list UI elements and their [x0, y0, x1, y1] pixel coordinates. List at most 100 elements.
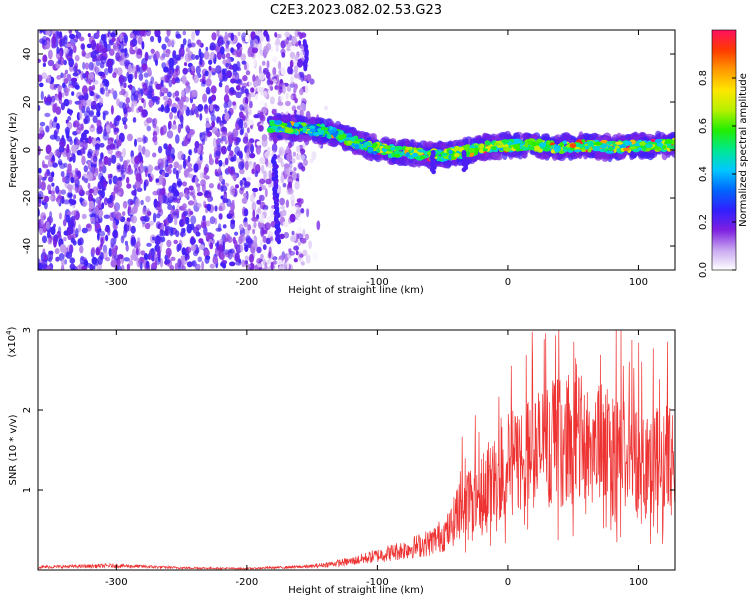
- noise-dot: [72, 65, 78, 73]
- signal-halo: [389, 138, 397, 145]
- noise-dot: [140, 250, 146, 256]
- noise-dot: [316, 220, 321, 231]
- signal-dot: [496, 144, 504, 148]
- noise-dot: [181, 74, 187, 85]
- noise-dot: [174, 217, 178, 226]
- noise-dot: [103, 214, 110, 219]
- noise-dot: [56, 75, 62, 80]
- noise-dot: [223, 101, 228, 109]
- noise-dot: [74, 30, 79, 34]
- noise-dot: [240, 53, 247, 62]
- noise-dot: [115, 52, 121, 62]
- noise-dot: [224, 112, 230, 121]
- noise-dot: [117, 176, 123, 181]
- noise-dot: [58, 226, 62, 236]
- signal-halo: [479, 154, 486, 161]
- noise-dot: [214, 105, 220, 112]
- noise-dot: [189, 149, 193, 156]
- noise-dot: [209, 42, 216, 51]
- signal-dot: [344, 140, 348, 145]
- noise-dot: [155, 221, 162, 230]
- noise-dot: [88, 135, 92, 145]
- noise-dot: [89, 213, 95, 218]
- noise-dot: [60, 102, 65, 111]
- noise-dot: [247, 47, 252, 58]
- noise-dot: [148, 99, 154, 108]
- noise-dot: [66, 143, 70, 154]
- noise-dot: [166, 30, 171, 37]
- noise-dot: [111, 37, 116, 42]
- noise-dot: [138, 144, 142, 154]
- noise-dot: [97, 255, 103, 265]
- noise-dot: [270, 236, 273, 241]
- noise-dot: [272, 104, 277, 110]
- noise-dot: [190, 237, 196, 245]
- noise-dot: [285, 37, 289, 45]
- noise-dot: [55, 256, 60, 262]
- noise-dot: [221, 185, 228, 192]
- noise-dot: [235, 79, 242, 84]
- signal-dot: [312, 132, 320, 136]
- noise-dot: [261, 134, 268, 142]
- noise-dot: [218, 81, 223, 88]
- noise-dot: [324, 105, 328, 111]
- signal-dot: [405, 146, 411, 151]
- noise-dot: [202, 93, 208, 103]
- noise-dot: [217, 39, 223, 45]
- noise-dot: [215, 139, 219, 145]
- noise-dot: [277, 101, 284, 106]
- noise-dot: [188, 129, 195, 136]
- noise-dot: [91, 247, 96, 254]
- noise-dot: [248, 119, 253, 126]
- noise-dot: [57, 85, 63, 90]
- noise-dot: [266, 259, 272, 265]
- noise-dot: [63, 78, 69, 84]
- signal-halo: [303, 134, 312, 142]
- noise-dot: [249, 92, 256, 98]
- noise-dot: [297, 241, 301, 246]
- noise-dot: [281, 52, 286, 58]
- noise-dot: [306, 207, 310, 218]
- noise-dot: [143, 259, 147, 269]
- noise-dot: [232, 131, 238, 137]
- noise-dot: [105, 257, 111, 262]
- noise-dot: [152, 212, 157, 223]
- noise-dot: [157, 35, 162, 44]
- noise-dot: [182, 181, 187, 187]
- top-x-ticks: -300 -200 -100 0 100: [105, 30, 648, 288]
- noise-dot: [64, 69, 68, 75]
- noise-dot: [289, 45, 297, 51]
- noise-dot: [172, 167, 177, 175]
- noise-dot: [60, 189, 67, 195]
- noise-dot: [209, 216, 216, 225]
- noise-dot: [185, 125, 190, 133]
- noise-dot: [179, 99, 184, 109]
- noise-dot: [91, 166, 95, 177]
- noise-dot: [71, 144, 78, 154]
- noise-dot: [63, 47, 69, 55]
- signal-dot: [653, 145, 659, 149]
- signal-dot: [479, 143, 485, 149]
- noise-dot: [74, 54, 80, 62]
- noise-dot: [88, 109, 95, 116]
- noise-dot: [88, 193, 94, 203]
- noise-dot: [269, 96, 275, 105]
- noise-dot: [110, 32, 116, 38]
- noise-dot: [304, 85, 309, 94]
- noise-dot: [48, 195, 54, 200]
- noise-dot: [67, 153, 70, 161]
- noise-dot: [215, 150, 221, 157]
- noise-dot: [174, 208, 179, 216]
- noise-dot: [96, 110, 101, 118]
- noise-dot: [68, 57, 75, 68]
- noise-dot: [106, 124, 111, 133]
- noise-dot: [235, 84, 241, 91]
- noise-dot: [97, 180, 103, 190]
- noise-dot: [212, 256, 219, 265]
- noise-dot: [83, 129, 89, 135]
- noise-dot: [250, 239, 254, 244]
- noise-dot: [175, 170, 179, 180]
- noise-dot: [131, 38, 138, 47]
- noise-dot: [279, 197, 285, 206]
- noise-dot: [157, 193, 163, 203]
